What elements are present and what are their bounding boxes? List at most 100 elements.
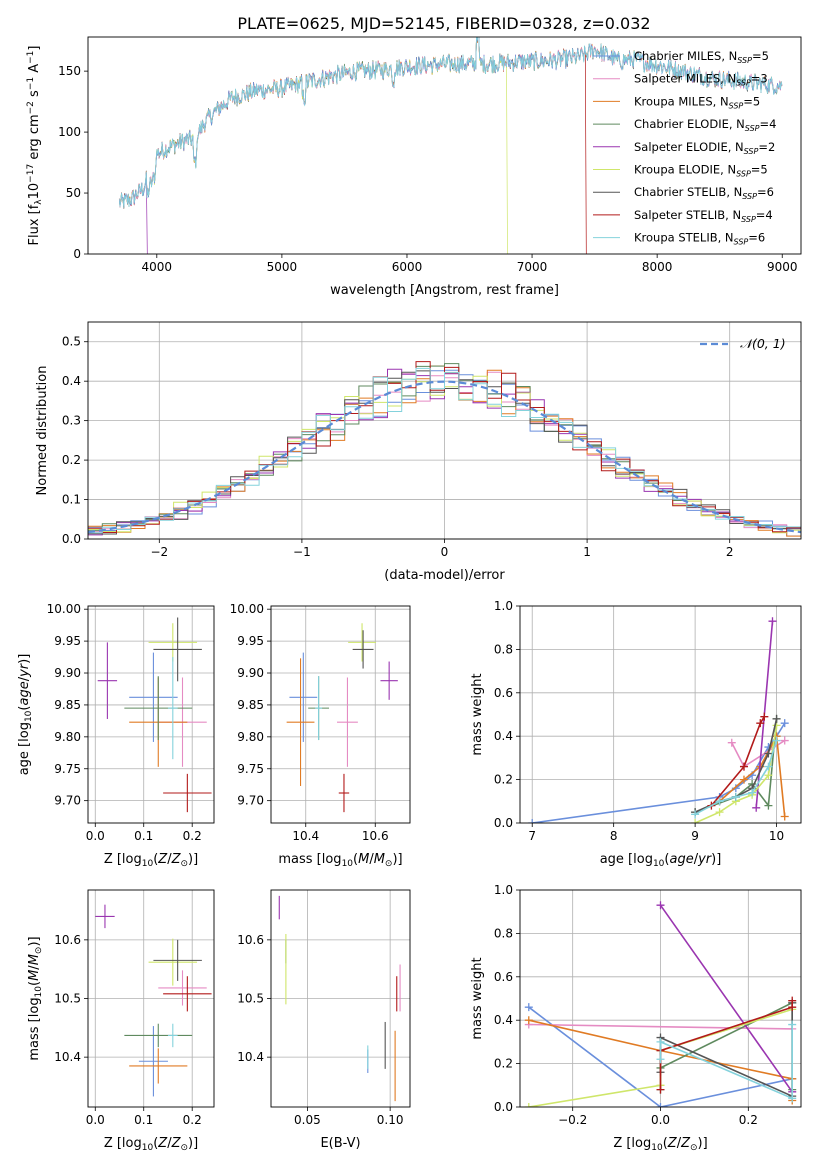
x-tick-label: 4000	[142, 260, 173, 274]
y-tick-label: 0.3	[62, 414, 81, 428]
x-axis-label: Z [log10(Z/Z⊙)]	[104, 852, 198, 869]
x-tick-label: 9	[691, 829, 699, 843]
x-tick-label: 7000	[517, 260, 548, 274]
y-tick-label: 10.6	[237, 933, 264, 947]
legend-entry: Kroupa MILES, NSSP=5	[634, 94, 760, 110]
y-axis-label: Normed distribution	[35, 366, 50, 496]
x-tick-label: 6000	[392, 260, 423, 274]
y-tick-label: 10.4	[237, 1050, 264, 1064]
mass-weight-line-salpeter_elodie	[659, 904, 793, 1093]
y-tick-label: 1.0	[494, 883, 513, 897]
marker-kroupa_elodie	[764, 771, 773, 780]
axes-frame	[270, 605, 411, 824]
y-tick-label: 9.90	[54, 666, 81, 680]
marker-chabrier_miles	[524, 1003, 533, 1012]
y-tick-label: 50	[66, 186, 81, 200]
mass-weight-line-salpeter_miles	[528, 1023, 793, 1030]
marker-salpeter_stelib	[788, 996, 797, 1005]
age_vs_mass-plot	[286, 623, 398, 813]
mass-weight-line-chabrier_miles	[528, 1006, 793, 1107]
marker-salpeter_elodie	[752, 803, 761, 812]
marker-kroupa_stelib	[691, 810, 700, 819]
y-tick-label: 1.0	[494, 599, 513, 613]
y-tick-label: 0.2	[494, 773, 513, 787]
legend-entry: Salpeter STELIB, NSSP=4	[634, 208, 773, 224]
y-tick-label: 0.0	[494, 816, 513, 830]
spectrum-line-kroupa_stelib	[118, 37, 783, 209]
y-tick-label: 9.85	[54, 698, 81, 712]
y-tick-label: 10.5	[54, 992, 81, 1006]
y-tick-label: 10.5	[237, 992, 264, 1006]
marker-chabrier_miles	[780, 719, 789, 728]
x-tick-label: 0.1	[134, 1113, 153, 1127]
y-axis-label: Flux [fλ10−17 erg cm−2 s−1 A−1]	[26, 46, 44, 246]
y-tick-label: 9.75	[237, 762, 264, 776]
x-tick-label: −0.2	[558, 1113, 587, 1127]
legend-entry: Kroupa ELODIE, NSSP=5	[634, 163, 768, 179]
x-axis-label: age [log10(age/yr)]	[600, 852, 722, 869]
mass_vs_Z-plot	[95, 904, 212, 1097]
x-axis-label: Z [log10(Z/Z⊙)]	[613, 1136, 707, 1153]
y-tick-label: 10.00	[47, 602, 81, 616]
x-tick-label: 2	[726, 545, 734, 559]
x-tick-label: 0.05	[294, 1113, 321, 1127]
x-tick-label: 0.0	[651, 1113, 670, 1127]
y-axis-label: age [log10(age/yr)]	[17, 654, 34, 776]
y-tick-label: 9.80	[237, 730, 264, 744]
marker-kroupa_miles	[524, 1016, 533, 1025]
marker-salpeter_stelib	[656, 1085, 665, 1094]
y-tick-label: 0.2	[494, 1057, 513, 1071]
x-tick-label: 8000	[642, 260, 673, 274]
x-tick-label: 8	[610, 829, 618, 843]
y-tick-label: 0.8	[494, 926, 513, 940]
y-tick-label: 10.6	[54, 933, 81, 947]
marker-kroupa_stelib	[772, 736, 781, 745]
mass_vs_ebv-plot	[278, 895, 401, 1102]
marker-kroupa_stelib	[748, 788, 757, 797]
y-tick-label: 0.0	[62, 532, 81, 546]
age_vs_Z-plot	[97, 617, 212, 813]
marker-salpeter_elodie	[656, 901, 665, 910]
y-tick-label: 0.4	[62, 374, 81, 388]
legend-entry: Salpeter MILES, NSSP=3	[634, 72, 768, 88]
y-tick-label: 0.6	[494, 686, 513, 700]
y-tick-label: 9.95	[237, 634, 264, 648]
legend-entry: Chabrier STELIB, NSSP=6	[634, 185, 774, 201]
mass-weight-line-kroupa_stelib	[659, 1024, 793, 1100]
y-tick-label: 9.80	[54, 730, 81, 744]
marker-chabrier_miles	[656, 1103, 665, 1107]
x-axis-label: mass [log10(M/M⊙)]	[278, 852, 402, 869]
marker-salpeter_elodie	[768, 617, 777, 626]
marker-salpeter_stelib	[756, 719, 765, 728]
axes-frame	[87, 605, 215, 824]
marker-salpeter_miles	[727, 738, 736, 747]
marker-salpeter_stelib	[760, 712, 769, 721]
normal-curve	[88, 380, 801, 534]
x-tick-label: 0.10	[377, 1113, 404, 1127]
legend-entry: Salpeter ELODIE, NSSP=2	[634, 140, 775, 156]
x-tick-label: 10.6	[362, 829, 389, 843]
marker-chabrier_stelib	[772, 714, 781, 723]
y-tick-label: 9.85	[237, 698, 264, 712]
legend-entry: Kroupa STELIB, NSSP=6	[634, 231, 765, 247]
marker-kroupa_stelib	[731, 792, 740, 801]
axes-frame	[519, 605, 802, 824]
marker-kroupa_stelib	[788, 1094, 797, 1103]
marker-kroupa_stelib	[656, 1037, 665, 1046]
marker-kroupa_stelib	[788, 1020, 797, 1029]
y-tick-label: 150	[58, 64, 81, 78]
x-tick-label: 5000	[267, 260, 298, 274]
mass_weight_vs_age-plot	[528, 617, 789, 823]
x-tick-label: 0.2	[183, 1113, 202, 1127]
x-tick-label: 10.4	[292, 829, 319, 843]
y-tick-label: 0.5	[62, 335, 81, 349]
y-tick-label: 0.0	[494, 1100, 513, 1114]
marker-chabrier_miles	[528, 819, 537, 823]
x-tick-label: 0	[441, 545, 449, 559]
x-axis-label: wavelength [Angstrom, rest frame]	[330, 283, 559, 298]
y-tick-label: 9.95	[54, 634, 81, 648]
legend-entry: Chabrier MILES, NSSP=5	[634, 49, 769, 65]
mass-weight-line-kroupa_stelib	[694, 740, 778, 816]
y-tick-label: 0.8	[494, 642, 513, 656]
